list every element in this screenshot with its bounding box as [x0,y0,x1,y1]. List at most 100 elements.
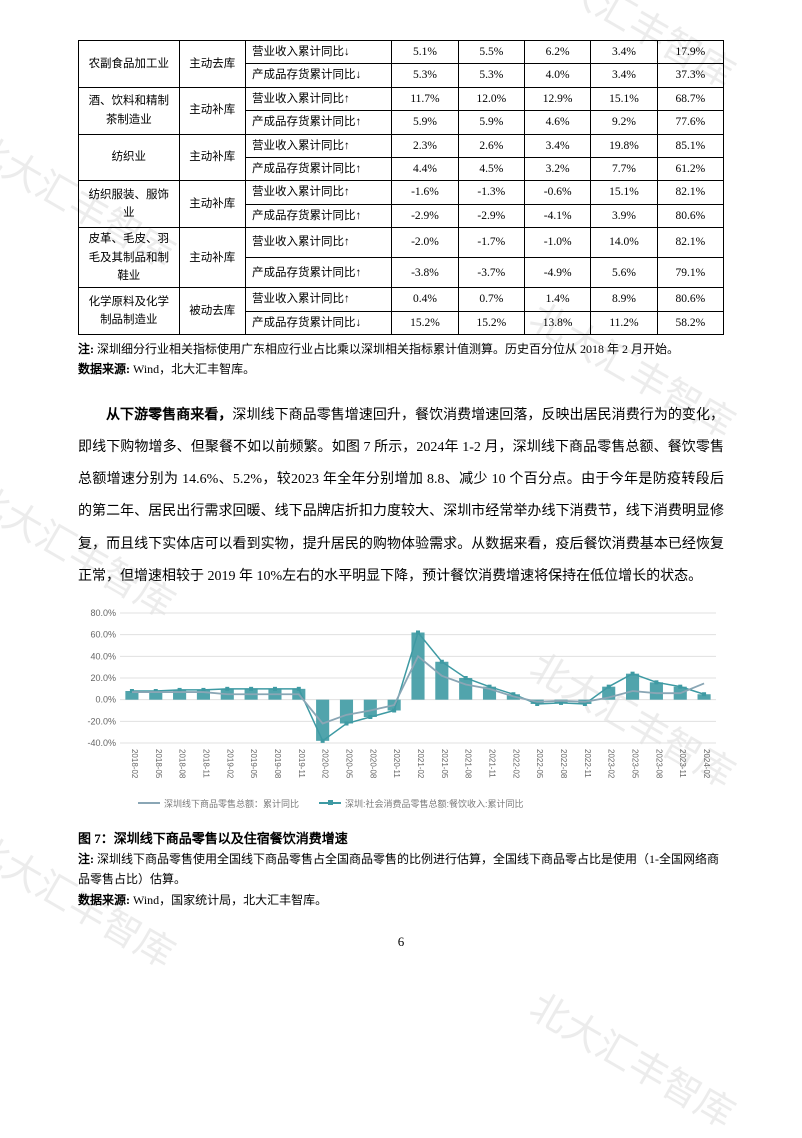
value-cell: -2.9% [392,204,458,227]
value-cell: -3.8% [392,258,458,288]
svg-text:2018-05: 2018-05 [154,749,163,779]
svg-text:2020-05: 2020-05 [344,749,353,779]
note-text: 深圳细分行业相关指标使用广东相应行业占比乘以深圳相关指标累计值测算。历史百分位从… [97,342,679,356]
chart-svg: -40.0%-20.0%0.0%20.0%40.0%60.0%80.0%2018… [78,607,724,817]
value-cell: 4.5% [458,157,524,180]
svg-text:2021-05: 2021-05 [440,749,449,779]
svg-text:2021-02: 2021-02 [416,749,425,779]
value-cell: 79.1% [657,258,723,288]
value-cell: -2.0% [392,228,458,258]
value-cell: 68.7% [657,87,723,110]
indicator-cell: 营业收入累计同比↑ [245,134,391,157]
value-cell: 85.1% [657,134,723,157]
note-prefix: 注: [78,342,94,356]
value-cell: 80.6% [657,288,723,311]
chart-note: 注: 深圳线下商品零售使用全国线下商品零售占全国商品零售的比例进行估算，全国线下… [78,849,724,910]
value-cell: 4.0% [524,64,590,87]
value-cell: -2.9% [458,204,524,227]
value-cell: 58.2% [657,311,723,334]
value-cell: 12.0% [458,87,524,110]
svg-text:40.0%: 40.0% [90,651,116,661]
svg-text:2023-02: 2023-02 [607,749,616,779]
value-cell: 1.4% [524,288,590,311]
industry-cell: 纺织服装、服饰业 [79,181,180,228]
body-lead: 从下游零售商来看， [106,408,232,423]
indicator-cell: 营业收入累计同比↑ [245,288,391,311]
industry-cell: 皮革、毛皮、羽毛及其制品和制鞋业 [79,228,180,288]
value-cell: 5.5% [458,41,524,64]
source-text: Wind，北大汇丰智库。 [133,362,255,376]
figure-title: 深圳线下商品零售以及住宿餐饮消费增速 [114,831,348,846]
svg-text:-20.0%: -20.0% [87,716,116,726]
value-cell: 11.7% [392,87,458,110]
chart-source-text: Wind，国家统计局，北大汇丰智库。 [133,893,327,907]
value-cell: 82.1% [657,228,723,258]
figure-7-chart: -40.0%-20.0%0.0%20.0%40.0%60.0%80.0%2018… [78,607,724,822]
strategy-cell: 主动去库 [179,41,245,88]
value-cell: -1.0% [524,228,590,258]
svg-text:0.0%: 0.0% [95,695,116,705]
indicator-cell: 营业收入累计同比↑ [245,228,391,258]
value-cell: 13.8% [524,311,590,334]
value-cell: 7.7% [591,157,657,180]
indicator-cell: 营业收入累计同比↑ [245,87,391,110]
svg-text:2022-02: 2022-02 [511,749,520,779]
value-cell: 19.8% [591,134,657,157]
value-cell: 5.9% [392,111,458,134]
value-cell: 11.2% [591,311,657,334]
svg-text:2018-11: 2018-11 [201,749,210,778]
figure-number: 图 7： [78,831,114,846]
value-cell: -1.6% [392,181,458,204]
value-cell: 0.7% [458,288,524,311]
svg-text:2024-02: 2024-02 [702,749,711,779]
chart-note-text: 深圳线下商品零售使用全国线下商品零售占全国商品零售的比例进行估算，全国线下商品零… [78,852,719,886]
strategy-cell: 被动去库 [179,288,245,335]
svg-text:2018-08: 2018-08 [178,749,187,779]
strategy-cell: 主动补库 [179,134,245,181]
svg-text:80.0%: 80.0% [90,608,116,618]
value-cell: 4.6% [524,111,590,134]
indicator-cell: 产成品存货累计同比↑ [245,258,391,288]
industry-cell: 化学原料及化学制品制造业 [79,288,180,335]
figure-caption: 图 7：深圳线下商品零售以及住宿餐饮消费增速 [78,828,724,847]
indicator-cell: 产成品存货累计同比↑ [245,157,391,180]
indicator-cell: 产成品存货累计同比↑ [245,204,391,227]
value-cell: 3.4% [591,64,657,87]
value-cell: 15.2% [458,311,524,334]
industry-cell: 纺织业 [79,134,180,181]
body-text: 深圳线下商品零售增速回升，餐饮消费增速回落，反映出居民消费行为的变化，即线下购物… [78,408,724,584]
value-cell: 5.9% [458,111,524,134]
svg-text:深圳:社会消费品零售总额:餐饮收入:累计同比: 深圳:社会消费品零售总额:餐饮收入:累计同比 [345,798,524,809]
value-cell: 77.6% [657,111,723,134]
value-cell: 0.4% [392,288,458,311]
page-number: 6 [78,934,724,950]
svg-text:2018-02: 2018-02 [130,749,139,779]
svg-text:2019-02: 2019-02 [225,749,234,779]
value-cell: 15.2% [392,311,458,334]
value-cell: 5.1% [392,41,458,64]
value-cell: 14.0% [591,228,657,258]
value-cell: 3.4% [591,41,657,64]
svg-text:-40.0%: -40.0% [87,738,116,748]
watermark: 北大汇丰智库 [522,977,747,1138]
strategy-cell: 主动补库 [179,181,245,228]
value-cell: 15.1% [591,87,657,110]
indicator-cell: 产成品存货累计同比↑ [245,111,391,134]
value-cell: 2.6% [458,134,524,157]
value-cell: 2.3% [392,134,458,157]
indicator-cell: 营业收入累计同比↓ [245,41,391,64]
strategy-cell: 主动补库 [179,87,245,134]
value-cell: 5.6% [591,258,657,288]
svg-text:2023-08: 2023-08 [654,749,663,779]
value-cell: 37.3% [657,64,723,87]
svg-text:2019-08: 2019-08 [273,749,282,779]
industry-cell: 农副食品加工业 [79,41,180,88]
svg-text:2020-08: 2020-08 [368,749,377,779]
value-cell: 80.6% [657,204,723,227]
indicator-cell: 产成品存货累计同比↓ [245,311,391,334]
value-cell: -4.9% [524,258,590,288]
industry-table: 农副食品加工业主动去库营业收入累计同比↓5.1%5.5%6.2%3.4%17.9… [78,40,724,335]
value-cell: 3.4% [524,134,590,157]
source-prefix: 数据来源: [78,362,130,376]
value-cell: 5.3% [458,64,524,87]
